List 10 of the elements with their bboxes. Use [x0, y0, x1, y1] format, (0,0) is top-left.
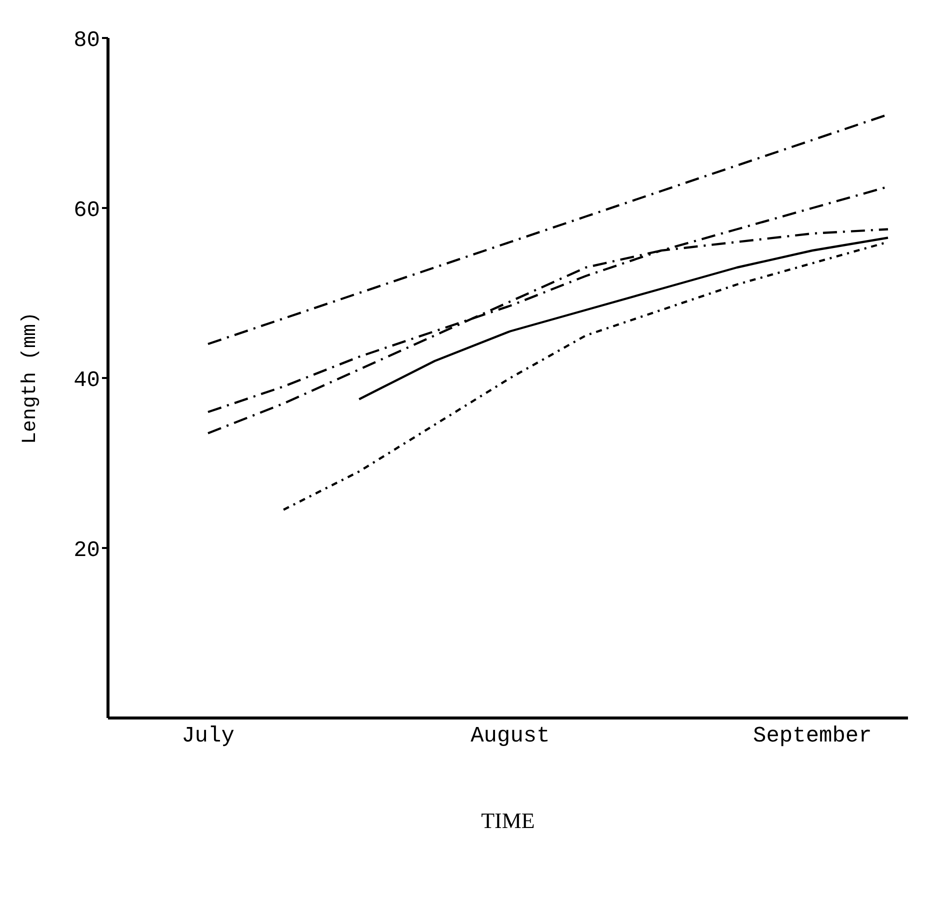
- x-tick-label: September: [753, 724, 872, 749]
- y-tick-label: 20: [74, 538, 100, 563]
- line-series: [358, 236, 890, 400]
- x-tick-label: August: [470, 724, 550, 749]
- y-tick-label: 40: [74, 368, 100, 393]
- y-axis-title: Length (mm): [19, 312, 42, 444]
- x-axis-title: TIME: [481, 808, 535, 833]
- y-tick-label: 60: [74, 198, 100, 223]
- x-tick-label: July: [182, 724, 234, 749]
- y-tick-label: 80: [74, 28, 100, 53]
